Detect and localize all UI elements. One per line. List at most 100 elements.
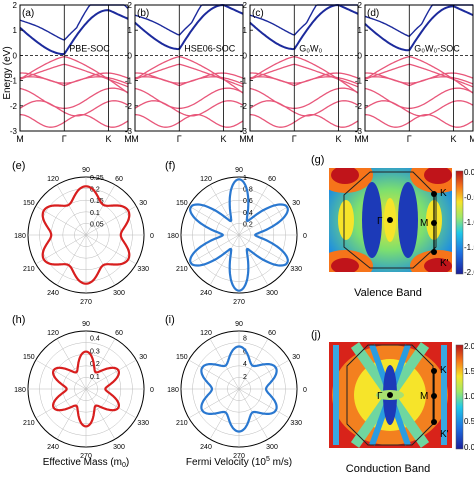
ytick-label: -2 bbox=[125, 102, 133, 111]
polar-spoke bbox=[85, 388, 137, 419]
polar-spoke bbox=[188, 234, 240, 265]
polar-angle-label: 120 bbox=[47, 330, 59, 337]
kpoint-label: K bbox=[451, 134, 457, 144]
polar-angle-label: 90 bbox=[235, 321, 243, 328]
k-point-cb bbox=[431, 368, 437, 374]
ytick-label: -2 bbox=[240, 102, 248, 111]
method-label: HSE06-SOC bbox=[184, 43, 236, 53]
cbar-tick-cb: 2.0 bbox=[464, 342, 474, 351]
valence-band-line bbox=[134, 87, 244, 109]
band-panel-frame bbox=[134, 4, 244, 132]
conduction-band-line bbox=[19, 4, 129, 41]
polar-ring-label: 0.1 bbox=[90, 374, 100, 381]
polar-angle-label: 0 bbox=[150, 387, 154, 394]
polar-spoke bbox=[188, 388, 240, 419]
conduction-band-line bbox=[249, 4, 358, 36]
panel-letter: (e) bbox=[12, 160, 25, 172]
polar-angle-label: 270 bbox=[80, 453, 92, 460]
polar-ring-label: 0.1 bbox=[90, 210, 100, 217]
polar-spoke bbox=[85, 359, 137, 390]
valence-band-line bbox=[249, 113, 359, 128]
panel-letter: (i) bbox=[165, 314, 175, 326]
valence-band-line bbox=[19, 87, 129, 109]
valence-band-line bbox=[364, 100, 474, 117]
polar-angle-label: 210 bbox=[23, 420, 35, 427]
polar-spoke bbox=[56, 184, 87, 236]
kpoint-label: M bbox=[131, 134, 139, 144]
cbar-tick-cb: 1.0 bbox=[464, 392, 474, 401]
polar-spoke bbox=[85, 388, 116, 440]
polar-angle-label: 180 bbox=[14, 387, 26, 394]
polar-angle-label: 270 bbox=[80, 299, 92, 306]
kpoint-label: K bbox=[336, 134, 342, 144]
polar-angle-label: 300 bbox=[113, 444, 125, 451]
gamma-point bbox=[387, 217, 393, 223]
polar-angle-label: 210 bbox=[176, 266, 188, 273]
ytick-label: 2 bbox=[128, 1, 133, 10]
panel-letter: (d) bbox=[367, 8, 379, 19]
ytick-label: 2 bbox=[243, 1, 248, 10]
polar-spoke bbox=[238, 338, 269, 390]
polar-ring-label: 0.3 bbox=[90, 348, 100, 355]
polar-angle-label: 60 bbox=[115, 176, 123, 183]
polar-spoke bbox=[35, 388, 87, 419]
ytick-label: -2 bbox=[355, 102, 363, 111]
valence-band-line bbox=[19, 100, 129, 117]
polar-spoke bbox=[56, 338, 87, 390]
fermi-velocity-curve bbox=[189, 178, 289, 292]
polar-angle-label: 300 bbox=[113, 290, 125, 297]
polar-angle-label: 180 bbox=[167, 233, 179, 240]
polar-spoke bbox=[209, 388, 240, 440]
polar-ring-label: 1 bbox=[243, 175, 247, 182]
polar-angle-label: 240 bbox=[47, 290, 59, 297]
polar-angle-label: 300 bbox=[266, 290, 278, 297]
polar-ring-label: 2 bbox=[243, 374, 247, 381]
ytick-label: 1 bbox=[13, 26, 18, 35]
k-label-cb: K bbox=[440, 365, 447, 376]
gamma-label: Γ bbox=[377, 216, 383, 227]
ytick-label: 1 bbox=[358, 26, 363, 35]
ytick-label: -1 bbox=[240, 77, 248, 86]
valence-band-line bbox=[19, 113, 129, 128]
conduction-band-line bbox=[19, 9, 129, 56]
polar-spoke bbox=[188, 205, 240, 236]
valence-band-line bbox=[364, 113, 474, 128]
polar-angle-label: 30 bbox=[139, 200, 147, 207]
panel-letter-g: (g) bbox=[311, 154, 324, 166]
polar-spoke bbox=[56, 234, 87, 286]
band-panel-frame bbox=[249, 4, 359, 132]
polar-angle-label: 210 bbox=[176, 420, 188, 427]
k-point bbox=[431, 191, 437, 197]
m-point bbox=[431, 220, 437, 226]
polar-angle-label: 120 bbox=[47, 176, 59, 183]
gamma-point-cb bbox=[387, 392, 393, 398]
kpoint-label: M bbox=[16, 134, 24, 144]
polar-angle-label: 0 bbox=[303, 233, 307, 240]
cbar-tick: -1.5 bbox=[464, 243, 474, 252]
polar-angle-label: 240 bbox=[200, 290, 212, 297]
ytick-label: 0 bbox=[128, 51, 133, 60]
polar-spoke bbox=[209, 234, 240, 286]
cbar-tick: 0.0 bbox=[464, 168, 474, 177]
cbar-tick: -0.5 bbox=[464, 193, 474, 202]
m-label: M bbox=[420, 218, 428, 229]
polar-angle-label: 180 bbox=[14, 233, 26, 240]
kpoint-label: Γ bbox=[177, 134, 182, 144]
kpoint-label: M bbox=[361, 134, 369, 144]
polar-spoke bbox=[209, 338, 240, 390]
polar-angle-label: 0 bbox=[150, 233, 154, 240]
polar-angle-label: 330 bbox=[290, 266, 302, 273]
polar-spoke bbox=[209, 184, 240, 236]
polar-spoke bbox=[238, 234, 269, 286]
polar-ring-label: 0.15 bbox=[90, 198, 104, 205]
effective-mass-curve bbox=[41, 185, 131, 285]
polar-angle-label: 60 bbox=[268, 330, 276, 337]
valence-band-title: Valence Band bbox=[354, 287, 422, 299]
kpoint-label: Γ bbox=[407, 134, 412, 144]
polar-angle-label: 180 bbox=[167, 387, 179, 394]
fermi-velocity-curve bbox=[200, 345, 278, 433]
polar-angle-label: 330 bbox=[137, 266, 149, 273]
colorbar-valence bbox=[455, 170, 464, 275]
